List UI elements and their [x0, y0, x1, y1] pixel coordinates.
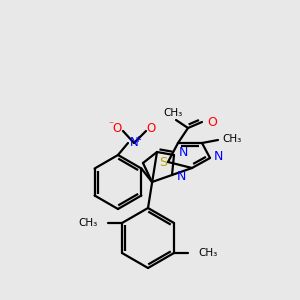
Text: CH₃: CH₃ — [79, 218, 98, 228]
Text: O: O — [207, 116, 217, 128]
Text: +: + — [135, 134, 141, 143]
Text: N: N — [214, 149, 224, 163]
Text: N: N — [130, 136, 138, 149]
Text: O: O — [146, 122, 156, 136]
Text: S: S — [159, 155, 167, 169]
Text: CH₃: CH₃ — [164, 108, 183, 118]
Text: CH₃: CH₃ — [222, 134, 242, 144]
Text: N: N — [179, 146, 188, 160]
Text: N: N — [177, 169, 186, 182]
Text: ⁻: ⁻ — [108, 120, 114, 130]
Text: O: O — [112, 122, 122, 136]
Text: CH₃: CH₃ — [198, 248, 217, 258]
